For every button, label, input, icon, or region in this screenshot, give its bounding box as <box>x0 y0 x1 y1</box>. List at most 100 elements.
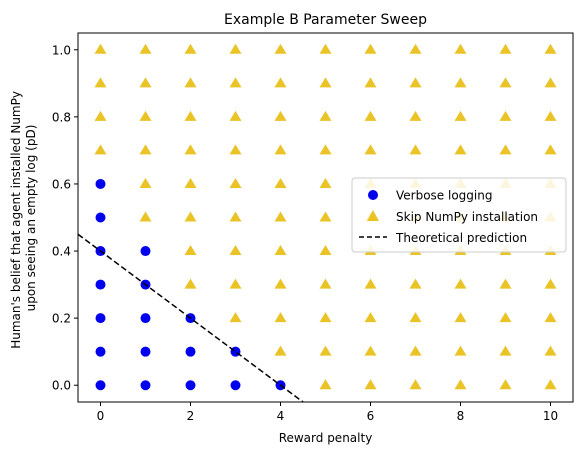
skip-numpy-point <box>184 144 197 155</box>
skip-numpy-point <box>544 77 557 88</box>
skip-numpy-point <box>139 211 152 222</box>
skip-numpy-point <box>409 43 422 54</box>
skip-numpy-point <box>274 312 287 323</box>
x-tick-label: 2 <box>187 409 195 423</box>
x-tick-label: 8 <box>457 409 465 423</box>
skip-numpy-point <box>319 312 332 323</box>
skip-numpy-point <box>184 43 197 54</box>
legend-box <box>351 177 567 253</box>
skip-numpy-point <box>94 144 107 155</box>
y-axis-label-line-1: Human's belief that agent installed NumP… <box>9 91 23 349</box>
skip-numpy-point <box>409 110 422 121</box>
verbose-logging-point <box>185 346 196 357</box>
skip-numpy-point <box>544 278 557 289</box>
legend-label-theory: Theoretical prediction <box>395 231 527 245</box>
skip-numpy-point <box>364 77 377 88</box>
legend-marker-verbose <box>368 190 378 200</box>
y-tick-label: 0.6 <box>52 177 71 191</box>
verbose-logging-point <box>140 246 151 257</box>
skip-numpy-point <box>409 345 422 356</box>
skip-numpy-point <box>409 278 422 289</box>
skip-numpy-point <box>229 211 242 222</box>
verbose-logging-point <box>95 313 106 324</box>
skip-numpy-point <box>454 278 467 289</box>
skip-numpy-point <box>364 379 377 390</box>
skip-numpy-point <box>499 379 512 390</box>
legend: Verbose logging Skip NumPy installation … <box>351 177 567 253</box>
skip-numpy-point <box>274 43 287 54</box>
verbose-logging-point <box>95 279 106 290</box>
skip-numpy-point <box>319 245 332 256</box>
skip-numpy-point <box>94 43 107 54</box>
verbose-logging-point <box>140 346 151 357</box>
y-tick-label: 1.0 <box>52 43 71 57</box>
skip-numpy-point <box>94 110 107 121</box>
skip-numpy-point <box>139 77 152 88</box>
skip-numpy-point <box>274 211 287 222</box>
skip-numpy-point <box>544 110 557 121</box>
skip-numpy-point <box>454 110 467 121</box>
chart-title: Example B Parameter Sweep <box>224 12 427 28</box>
y-axis-label-line-2: upon seeing an empty log (pD) <box>24 125 38 312</box>
skip-numpy-point <box>544 144 557 155</box>
skip-numpy-point <box>229 110 242 121</box>
legend-label-verbose: Verbose logging <box>396 189 492 203</box>
skip-numpy-point <box>364 110 377 121</box>
y-tick-label: 0.4 <box>52 245 71 259</box>
skip-numpy-point <box>184 211 197 222</box>
x-axis-label: Reward penalty <box>279 431 373 445</box>
skip-numpy-point <box>319 77 332 88</box>
skip-numpy-point <box>499 110 512 121</box>
skip-numpy-point <box>274 245 287 256</box>
y-tick-label: 0.8 <box>52 110 71 124</box>
verbose-logging-point <box>95 212 106 223</box>
skip-numpy-point <box>184 278 197 289</box>
x-tick-label: 4 <box>277 409 285 423</box>
skip-numpy-point <box>499 77 512 88</box>
verbose-logging-point <box>95 178 106 189</box>
skip-numpy-point <box>229 177 242 188</box>
skip-numpy-point <box>139 110 152 121</box>
skip-numpy-point <box>364 144 377 155</box>
x-tick-label: 6 <box>367 409 375 423</box>
skip-numpy-point <box>454 312 467 323</box>
theoretical-prediction-line <box>77 233 304 403</box>
skip-numpy-point <box>499 345 512 356</box>
skip-numpy-point <box>229 144 242 155</box>
verbose-logging-point <box>185 380 196 391</box>
skip-numpy-point <box>499 312 512 323</box>
skip-numpy-point <box>454 43 467 54</box>
skip-numpy-point <box>319 144 332 155</box>
skip-numpy-point <box>229 245 242 256</box>
y-axis-label: Human's belief that agent installed NumP… <box>9 87 38 349</box>
skip-numpy-point <box>319 211 332 222</box>
legend-label-skip: Skip NumPy installation <box>396 210 538 224</box>
skip-numpy-point <box>454 77 467 88</box>
skip-numpy-point <box>319 379 332 390</box>
skip-numpy-point <box>409 77 422 88</box>
skip-numpy-point <box>319 43 332 54</box>
skip-numpy-point <box>274 77 287 88</box>
skip-numpy-point <box>229 77 242 88</box>
skip-numpy-point <box>544 312 557 323</box>
skip-numpy-point <box>94 77 107 88</box>
y-axis-ticks: 0.0 0.2 0.4 0.6 0.8 1.0 <box>52 43 78 393</box>
skip-numpy-point <box>319 177 332 188</box>
x-tick-label: 10 <box>543 409 558 423</box>
skip-numpy-point <box>544 43 557 54</box>
skip-numpy-point <box>499 278 512 289</box>
skip-numpy-point <box>139 144 152 155</box>
skip-numpy-point <box>364 278 377 289</box>
skip-numpy-point <box>364 43 377 54</box>
skip-numpy-point <box>274 177 287 188</box>
skip-numpy-point <box>139 43 152 54</box>
y-tick-label: 0.0 <box>52 379 71 393</box>
y-tick-label: 0.2 <box>52 312 71 326</box>
skip-numpy-point <box>274 144 287 155</box>
skip-numpy-point <box>229 43 242 54</box>
skip-numpy-point <box>319 278 332 289</box>
skip-numpy-point <box>409 379 422 390</box>
skip-numpy-point <box>454 379 467 390</box>
skip-numpy-point <box>139 177 152 188</box>
